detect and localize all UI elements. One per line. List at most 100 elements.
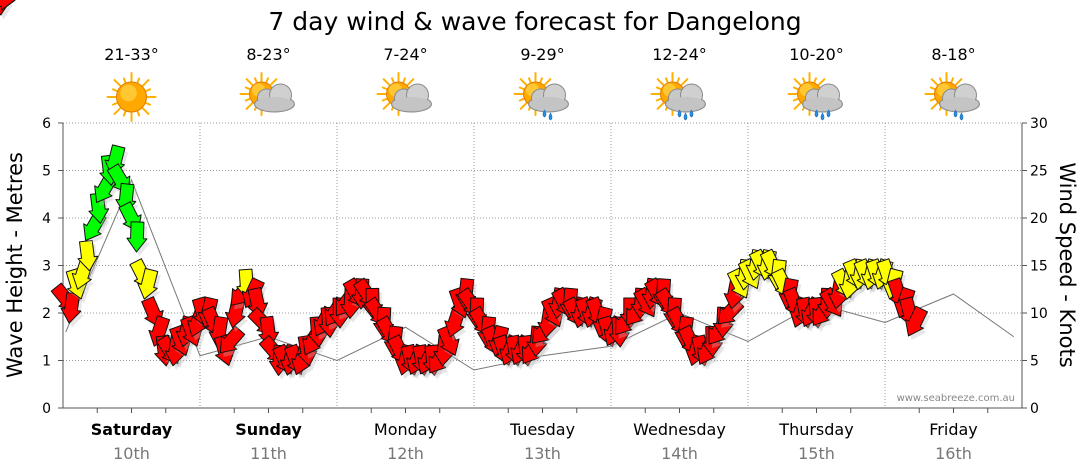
sun-ray — [112, 102, 118, 106]
wind-arrow-shape — [437, 324, 460, 356]
wind-arrow — [904, 305, 931, 340]
sun-ray — [113, 107, 122, 115]
day-name: Monday — [374, 420, 437, 439]
cloud-fill — [529, 97, 568, 111]
sun-ray — [122, 77, 127, 84]
right-tick-label: 5 — [1030, 354, 1039, 370]
sun-ray — [518, 97, 525, 102]
wind-arrow — [437, 324, 463, 360]
sun-ray — [382, 102, 391, 110]
sun-ray — [382, 78, 391, 86]
right-axis: 0 5 10 15 20 25 30 — [1022, 116, 1048, 417]
sun-ray — [656, 78, 665, 86]
sun-ray — [543, 78, 552, 86]
rain-drop — [959, 112, 964, 121]
day-labels: Saturday 10th Sunday 11th Monday 12th Tuesday 1… — [91, 420, 978, 463]
sunny-icon — [106, 72, 157, 122]
sun-ray — [655, 97, 662, 102]
sun-ray — [929, 97, 936, 102]
partly-cloudy-shower-icon — [924, 72, 980, 121]
weather-icons-row — [106, 72, 980, 122]
wind-arrow — [77, 239, 101, 275]
cloud-shape — [391, 83, 432, 113]
day-date: 14th — [661, 444, 698, 463]
cloud-shape — [665, 83, 706, 113]
right-tick-label: 10 — [1030, 306, 1048, 322]
cloud-fill — [803, 97, 842, 111]
day-date: 16th — [935, 444, 972, 463]
day-temps: 12-24° — [652, 45, 707, 64]
sun-ray — [245, 78, 254, 86]
watermark: www.seabreeze.com.au — [897, 393, 1015, 404]
wind-arrow — [126, 221, 150, 256]
sun-ray — [145, 88, 151, 92]
temperature-row: 21-33° 8-23° 7-24° 9-29° 12-24° 10-20° 8-18° — [104, 45, 975, 64]
cloud-shape — [802, 83, 843, 113]
sun-ray — [253, 77, 258, 83]
wind-arrow-shape — [0, 0, 16, 11]
sun-ray — [656, 102, 665, 110]
day-date: 13th — [524, 444, 561, 463]
left-tick-label: 4 — [42, 211, 51, 227]
sun-ray — [539, 77, 544, 83]
wind-arrow-shape — [258, 315, 280, 348]
sun-ray — [390, 77, 395, 83]
partly-cloudy-icon — [239, 72, 295, 116]
left-axis-title: Wave Height - Metres — [3, 152, 27, 378]
day-date: 11th — [250, 444, 287, 463]
sun-ray — [145, 102, 151, 106]
cloud-shape — [254, 83, 295, 113]
sun-ray — [655, 86, 662, 91]
sun-ray — [954, 78, 963, 86]
sun-ray — [136, 77, 141, 84]
sun-ray — [813, 77, 818, 83]
sun-ray — [950, 77, 955, 83]
sun-ray — [381, 86, 388, 91]
rain-drop — [542, 109, 547, 118]
cloud-shape — [528, 83, 569, 113]
wind-arrow-shape — [126, 221, 148, 253]
cloud-shape — [939, 83, 980, 113]
rain-drop — [953, 109, 958, 118]
left-tick-label: 2 — [42, 306, 51, 322]
sun-highlight — [120, 84, 137, 102]
sun-ray — [269, 78, 278, 86]
rain-drop — [548, 112, 553, 121]
rain-drop — [814, 109, 819, 118]
wind-arrow — [219, 325, 248, 357]
sun-ray — [938, 77, 943, 83]
left-tick-label: 6 — [42, 116, 51, 132]
sun-ray — [244, 97, 251, 102]
sun-ray — [406, 78, 415, 86]
cloud-fill — [392, 97, 431, 111]
sun-ray — [141, 79, 150, 87]
partly-cloudy-rain-icon — [650, 72, 706, 121]
sun-ray — [136, 110, 141, 117]
wind-arrow — [225, 296, 249, 332]
right-tick-label: 30 — [1030, 116, 1048, 132]
partly-cloudy-rain-icon — [787, 72, 843, 121]
wind-arrow — [88, 192, 112, 228]
sun-ray — [112, 88, 118, 92]
day-name: Friday — [929, 420, 978, 439]
sun-ray — [664, 77, 669, 83]
sun-ray — [930, 78, 939, 86]
sun-ray — [519, 78, 528, 86]
sun-ray — [527, 77, 532, 83]
right-tick-label: 0 — [1030, 401, 1039, 417]
wind-arrow-shape — [247, 286, 269, 319]
sun-ray — [244, 86, 251, 91]
day-temps: 7-24° — [383, 45, 427, 64]
cloud-fill — [666, 97, 705, 111]
left-tick-label: 0 — [42, 401, 51, 417]
rain-drop — [820, 112, 825, 121]
right-tick-label: 20 — [1030, 211, 1048, 227]
day-temps: 8-18° — [931, 45, 975, 64]
sun-ray — [265, 77, 270, 83]
wind-arrows-series — [0, 0, 931, 380]
rain-drop — [826, 109, 831, 118]
partly-cloudy-icon — [376, 72, 432, 116]
rain-drop — [689, 109, 694, 118]
rain-drop — [683, 112, 688, 121]
